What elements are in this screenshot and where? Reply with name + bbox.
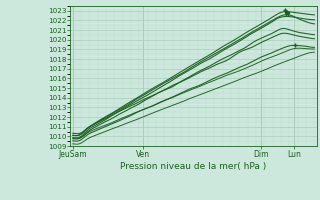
X-axis label: Pression niveau de la mer( hPa ): Pression niveau de la mer( hPa ) [120, 162, 267, 171]
